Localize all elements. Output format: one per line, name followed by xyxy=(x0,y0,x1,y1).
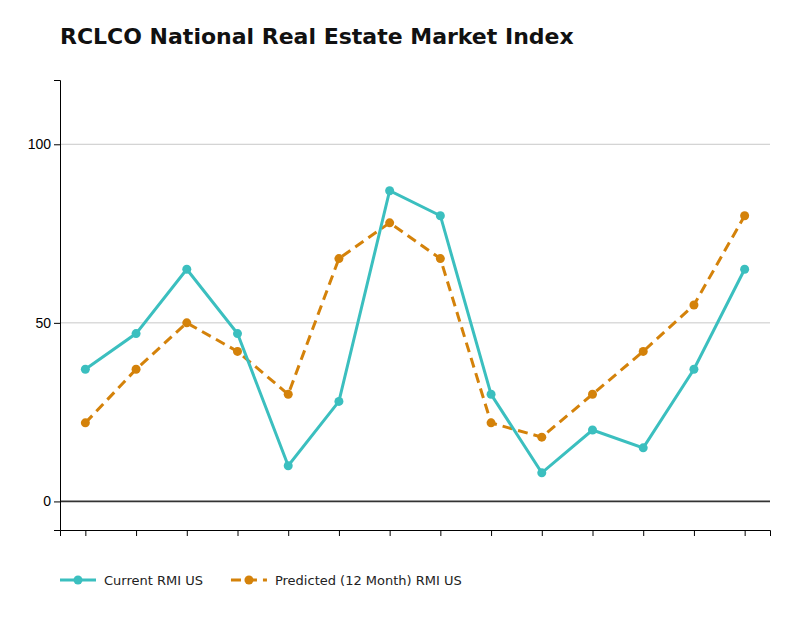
marker xyxy=(334,254,343,263)
marker xyxy=(537,468,546,477)
legend-label: Current RMI US xyxy=(104,573,203,588)
marker xyxy=(588,390,597,399)
marker xyxy=(639,443,648,452)
x-tick-mark xyxy=(694,530,695,536)
y-tick-label: 50 xyxy=(35,315,51,331)
marker xyxy=(81,365,90,374)
plot: 0 50 100 xyxy=(28,81,771,537)
marker xyxy=(334,397,343,406)
x-tick-mark xyxy=(238,530,239,536)
marker xyxy=(233,347,242,356)
x-tick xyxy=(440,530,441,536)
x-tick xyxy=(339,530,340,536)
marker xyxy=(487,418,496,427)
marker xyxy=(81,418,90,427)
y-tick: 100 xyxy=(28,136,60,152)
marker xyxy=(740,265,749,274)
marker xyxy=(588,426,597,435)
marker xyxy=(436,254,445,263)
data xyxy=(81,186,749,477)
legend-marker xyxy=(74,576,83,585)
x-tick xyxy=(542,530,543,536)
marker xyxy=(740,211,749,220)
legend-label: Predicted (12 Month) RMI US xyxy=(275,573,462,588)
x-tick xyxy=(491,530,492,536)
grid-line xyxy=(60,322,770,323)
x-tick-mark xyxy=(593,530,594,536)
x-axis-line xyxy=(61,531,771,537)
x-tick-mark xyxy=(288,530,289,536)
x-tick xyxy=(694,530,695,536)
x-tick-mark xyxy=(85,530,86,536)
y-tick: 0 xyxy=(43,493,60,509)
marker xyxy=(487,390,496,399)
marker xyxy=(284,390,293,399)
y-tick-mark xyxy=(54,501,60,502)
x-tick xyxy=(643,530,644,536)
y-tick-label: 100 xyxy=(28,136,52,152)
x-tick-mark xyxy=(339,530,340,536)
x-tick-mark xyxy=(542,530,543,536)
line xyxy=(85,191,744,473)
series xyxy=(81,211,749,441)
legend-item: Current RMI US xyxy=(60,573,203,588)
x-tick xyxy=(593,530,594,536)
y-tick: 50 xyxy=(35,315,60,331)
marker xyxy=(385,218,394,227)
marker xyxy=(639,347,648,356)
grid xyxy=(60,144,770,501)
marker xyxy=(436,211,445,220)
x-tick xyxy=(136,530,137,536)
y-tick-label: 0 xyxy=(43,493,51,509)
x-tick xyxy=(85,530,86,536)
x-tick-mark xyxy=(491,530,492,536)
x-tick-mark xyxy=(136,530,137,536)
x-axis xyxy=(61,530,771,536)
x-tick-mark xyxy=(745,530,746,536)
x-tick xyxy=(745,530,746,536)
series xyxy=(81,186,749,477)
x-tick xyxy=(187,530,188,536)
x-tick xyxy=(288,530,289,536)
x-tick-mark xyxy=(440,530,441,536)
legend-marker xyxy=(244,576,253,585)
y-axis-line xyxy=(54,81,61,531)
legend-item: Predicted (12 Month) RMI US xyxy=(231,573,462,588)
marker xyxy=(132,329,141,338)
x-tick-mark xyxy=(643,530,644,536)
marker xyxy=(385,186,394,195)
marker xyxy=(132,365,141,374)
x-tick-mark xyxy=(187,530,188,536)
chart: 0 50 100 RCLCO National Real Estate Market … xyxy=(0,0,800,620)
grid-line xyxy=(60,144,770,145)
x-tick xyxy=(238,530,239,536)
marker xyxy=(182,318,191,327)
legend: Current RMI US Predicted (12 Month) RMI U… xyxy=(60,573,462,588)
x-tick-mark xyxy=(390,530,391,536)
marker xyxy=(233,329,242,338)
marker xyxy=(689,301,698,310)
line xyxy=(85,216,744,437)
marker xyxy=(284,461,293,470)
title: RCLCO National Real Estate Market Index xyxy=(60,24,574,49)
marker xyxy=(689,365,698,374)
y-axis: 0 50 100 xyxy=(28,81,61,531)
y-tick-mark xyxy=(54,323,60,324)
x-tick xyxy=(390,530,391,536)
y-tick-mark xyxy=(54,144,60,145)
grid-line xyxy=(60,501,770,503)
marker xyxy=(537,433,546,442)
marker xyxy=(182,265,191,274)
